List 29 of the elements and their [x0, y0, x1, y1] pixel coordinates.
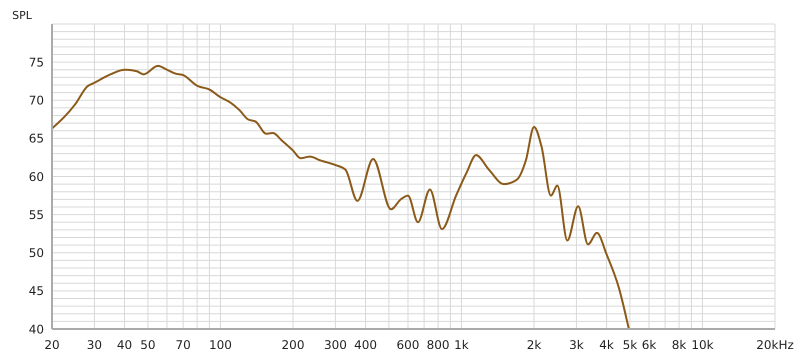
y-tick-label: 45	[28, 284, 44, 298]
y-axis-title: SPL	[12, 9, 33, 22]
x-tick-label: 2k	[526, 338, 542, 352]
x-tick-label: 10k	[691, 338, 714, 352]
y-tick-label: 75	[28, 55, 44, 70]
x-tick-label: 30	[86, 338, 102, 352]
x-tick-label: 50	[140, 338, 156, 352]
x-axis-title: Hz	[778, 338, 794, 352]
x-tick-label: 3k	[569, 338, 584, 352]
x-tick-label: 300	[324, 338, 347, 352]
x-tick-label: 600	[396, 338, 420, 352]
x-tick-label: 5k	[622, 338, 638, 352]
y-tick-label: 40	[28, 322, 44, 336]
x-tick-label: 800	[426, 338, 450, 352]
y-tick-label: 70	[28, 94, 44, 108]
x-tick-label: 100	[209, 338, 232, 352]
x-tick-label: 8k	[672, 338, 686, 352]
x-tick-label: 1k	[454, 338, 469, 352]
y-tick-label: 55	[28, 208, 44, 222]
x-tick-label: 200	[282, 338, 304, 352]
y-tick-label: 60	[28, 170, 44, 184]
x-tick-label: 4k	[599, 338, 614, 352]
x-tick-label: 70	[175, 338, 191, 352]
y-tick-label: 65	[28, 132, 44, 146]
x-tick-label: 20	[44, 338, 60, 352]
x-tick-label: 6k	[642, 338, 656, 352]
x-tick-label: 400	[354, 338, 377, 352]
x-tick-label: 40	[116, 338, 132, 352]
y-tick-label: 50	[28, 246, 44, 260]
